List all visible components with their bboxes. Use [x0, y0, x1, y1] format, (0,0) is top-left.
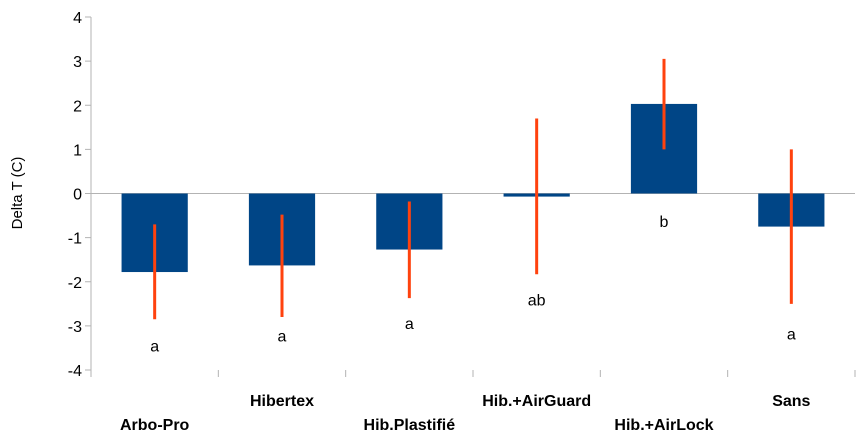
y-tick-label: -4: [68, 363, 82, 380]
y-axis-title: Delta T (C): [9, 157, 26, 230]
y-tick-label: 0: [73, 187, 82, 204]
y-tick-label: 4: [73, 10, 82, 27]
significance-label: ab: [528, 292, 546, 309]
category-label: Arbo-Pro: [120, 417, 190, 434]
category-label: Hib.+AirLock: [614, 417, 713, 434]
significance-label: a: [278, 329, 287, 346]
axes: -4 -3 -2 -1 0 1 2 3 4: [68, 10, 856, 380]
category-label: Hib.+AirGuard: [482, 393, 591, 410]
y-tick-label: -2: [68, 275, 82, 292]
category-label: Hibertex: [250, 393, 314, 410]
y-tick-label: 3: [73, 54, 82, 71]
bars: [121, 103, 825, 273]
y-tick-label: -1: [68, 231, 82, 248]
y-tick-label: -3: [68, 319, 82, 336]
category-label: Sans: [772, 393, 810, 410]
significance-label: a: [405, 316, 414, 333]
significance-label: a: [150, 339, 159, 356]
significance-labels: a a a ab b a: [150, 214, 796, 356]
y-tick-label: 2: [73, 98, 82, 115]
error-bars: [153, 58, 793, 320]
category-label: Hib.Plastifié: [364, 417, 456, 434]
significance-label: b: [660, 214, 669, 231]
category-labels: Arbo-Pro Hibertex Hib.Plastifié Hib.+AirGua…: [120, 393, 811, 434]
y-tick-label: 1: [73, 142, 82, 159]
significance-label: a: [787, 326, 796, 343]
